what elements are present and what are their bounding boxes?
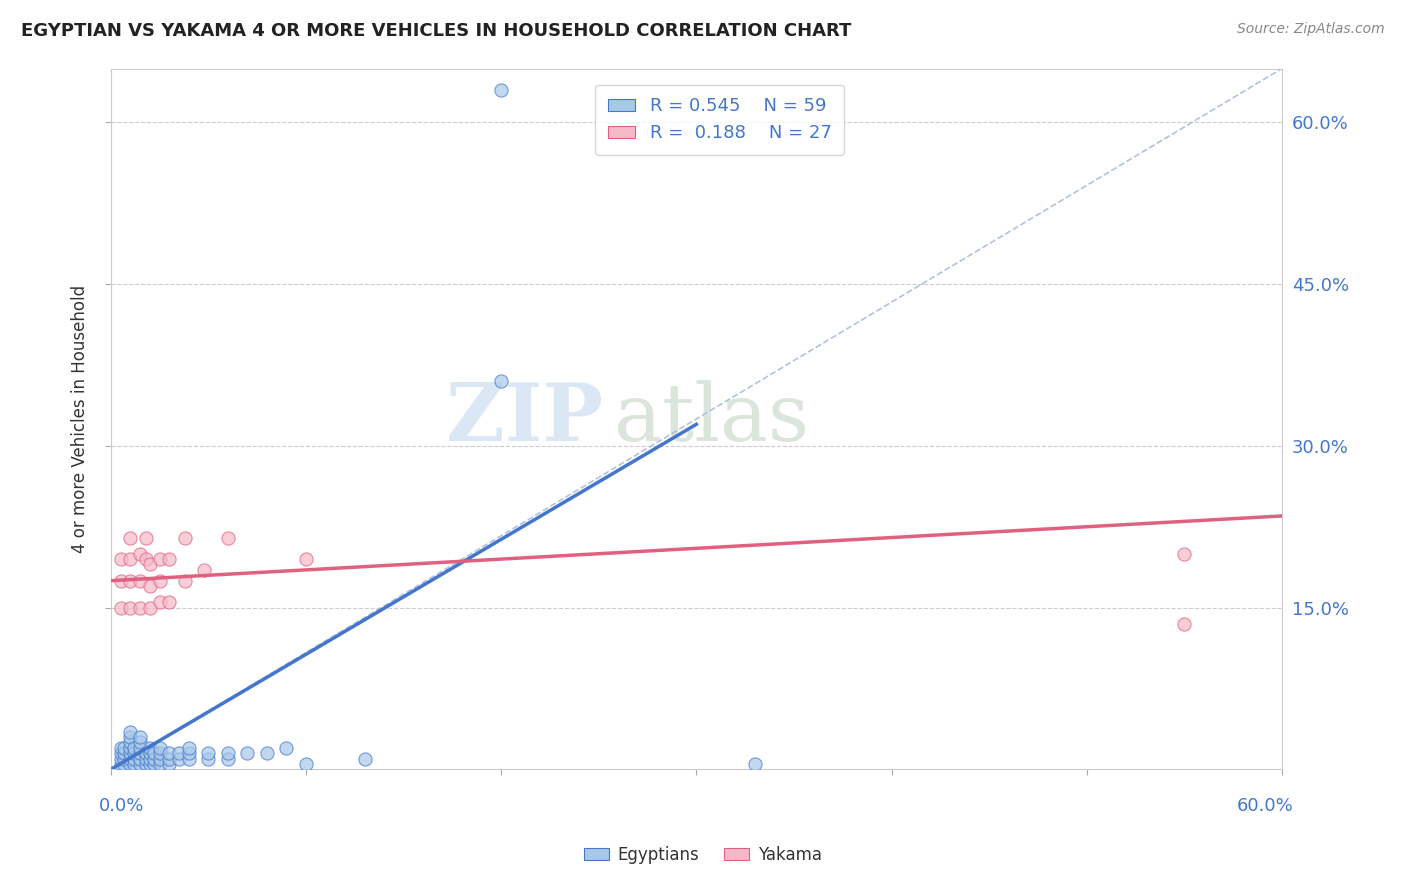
Point (110, 751, 132, 765)
Point (197, 751, 219, 765)
Point (135, 552, 157, 566)
Legend: R = 0.545    N = 59, R =  0.188    N = 27: R = 0.545 N = 59, R = 0.188 N = 27 (596, 85, 844, 155)
Point (114, 751, 136, 765)
Point (120, 735, 142, 749)
Point (110, 600, 132, 615)
Point (122, 740, 145, 755)
Text: Source: ZipAtlas.com: Source: ZipAtlas.com (1237, 22, 1385, 37)
Point (236, 746, 259, 760)
Point (114, 740, 136, 755)
Point (135, 751, 157, 765)
Point (177, 751, 200, 765)
Point (157, 552, 180, 566)
Point (129, 746, 152, 760)
Legend: Egyptians, Yakama: Egyptians, Yakama (578, 839, 828, 871)
Point (120, 600, 142, 615)
Point (129, 600, 152, 615)
Point (120, 746, 142, 760)
Point (157, 751, 180, 765)
Point (114, 746, 136, 760)
Point (295, 552, 318, 566)
Point (148, 574, 170, 588)
Point (120, 756, 142, 771)
Point (110, 746, 132, 760)
Point (148, 756, 170, 771)
Text: EGYPTIAN VS YAKAMA 4 OR MORE VEHICLES IN HOUSEHOLD CORRELATION CHART: EGYPTIAN VS YAKAMA 4 OR MORE VEHICLES IN… (21, 22, 852, 40)
Point (129, 574, 152, 588)
Point (148, 751, 170, 765)
Point (174, 531, 197, 545)
Point (139, 558, 162, 572)
Point (157, 756, 180, 771)
Text: 60.0%: 60.0% (1237, 797, 1294, 815)
Point (139, 756, 162, 771)
Point (139, 740, 162, 755)
Point (167, 751, 190, 765)
Point (217, 746, 239, 760)
Point (120, 574, 142, 588)
Point (110, 740, 132, 755)
Point (120, 740, 142, 755)
Point (120, 751, 142, 765)
Point (148, 746, 170, 760)
Point (122, 756, 145, 771)
Point (135, 531, 157, 545)
Point (148, 552, 170, 566)
Point (142, 746, 165, 760)
Point (157, 746, 180, 760)
Point (120, 724, 142, 739)
Point (193, 563, 215, 577)
Point (120, 531, 142, 545)
Point (139, 751, 162, 765)
Point (129, 756, 152, 771)
Point (353, 751, 375, 765)
Point (1173, 616, 1195, 631)
Point (157, 595, 180, 609)
Point (217, 751, 239, 765)
Point (148, 740, 170, 755)
Point (135, 756, 157, 771)
Text: ZIP: ZIP (446, 380, 603, 458)
Point (129, 740, 152, 755)
Point (177, 740, 200, 755)
Point (129, 547, 152, 561)
Point (110, 574, 132, 588)
Point (129, 730, 152, 744)
Point (122, 746, 145, 760)
Point (139, 746, 162, 760)
Point (489, 374, 512, 388)
Point (120, 552, 142, 566)
Point (114, 756, 136, 771)
Point (197, 746, 219, 760)
Point (295, 756, 318, 771)
Point (122, 751, 145, 765)
Point (129, 751, 152, 765)
Point (1173, 547, 1195, 561)
Text: atlas: atlas (614, 380, 810, 458)
Point (744, 756, 766, 771)
Point (167, 746, 190, 760)
Point (139, 600, 162, 615)
Point (142, 756, 165, 771)
Point (110, 552, 132, 566)
Point (139, 579, 162, 593)
Point (256, 746, 278, 760)
Point (135, 746, 157, 760)
Point (489, 83, 512, 97)
Point (120, 730, 142, 744)
Point (174, 574, 197, 588)
Point (217, 531, 239, 545)
Point (148, 595, 170, 609)
Point (276, 740, 298, 755)
Point (110, 756, 132, 771)
Point (177, 746, 200, 760)
Y-axis label: 4 or more Vehicles in Household: 4 or more Vehicles in Household (72, 285, 89, 553)
Point (129, 735, 152, 749)
Point (142, 751, 165, 765)
Text: 0.0%: 0.0% (98, 797, 145, 815)
